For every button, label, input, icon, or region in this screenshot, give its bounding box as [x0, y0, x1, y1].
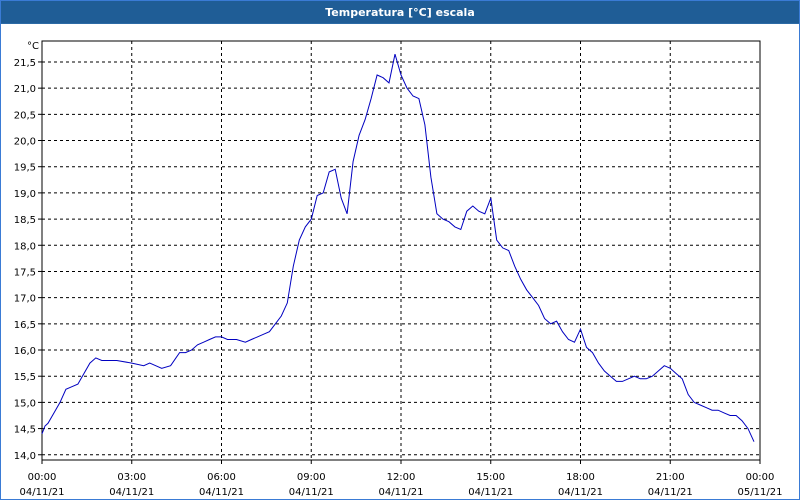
x-tick-time-label: 15:00 [476, 472, 505, 483]
series-layer [41, 53, 755, 442]
x-tick-date-label: 04/11/21 [648, 487, 693, 498]
y-tick-label: 19,0 [14, 189, 36, 200]
y-tick-label: 15,5 [14, 372, 36, 383]
x-tick-time-label: 18:00 [566, 472, 595, 483]
x-tick-time-label: 00:00 [746, 472, 775, 483]
window-title: Temperatura [°C] escala [325, 5, 475, 19]
y-tick-label: 16,5 [14, 320, 36, 331]
y-tick-label: 17,0 [14, 294, 36, 305]
y-tick-label: 14,0 [14, 451, 36, 462]
x-tick-time-label: 00:00 [28, 472, 57, 483]
y-tick-label: 20,0 [14, 137, 36, 148]
plot-area-border [41, 40, 761, 461]
y-tick-label: 18,0 [14, 241, 36, 252]
x-tick-date-label: 04/11/21 [379, 487, 424, 498]
x-tick-time-label: 21:00 [656, 472, 685, 483]
y-tick-label: 21,0 [14, 84, 36, 95]
y-tick-label: 18,5 [14, 215, 36, 226]
y-tick-label: 15,0 [14, 398, 36, 409]
x-tick-date-label: 04/11/21 [199, 487, 244, 498]
y-tick-label: 20,5 [14, 110, 36, 121]
x-tick-date-label: 04/11/21 [289, 487, 334, 498]
x-tick-date-label: 04/11/21 [20, 487, 65, 498]
y-axis-unit-label: °C [27, 41, 39, 52]
x-axis-tick-labels: 00:00 04/11/21 03:00 04/11/21 06:00 04/11/21 0… [20, 472, 783, 498]
grid-lines [38, 41, 761, 464]
x-tick-date-label: 04/11/21 [468, 487, 513, 498]
y-tick-label: 21,5 [14, 58, 36, 69]
x-tick-time-label: 09:00 [297, 472, 326, 483]
x-tick-date-label: 04/11/21 [109, 487, 154, 498]
y-tick-label: 14,5 [14, 425, 36, 436]
y-tick-label: 16,0 [14, 346, 36, 357]
temperature-series-line [41, 53, 755, 442]
title-bar: Temperatura [°C] escala [1, 1, 799, 24]
temperature-chart: 14,0 14,5 15,0 15,5 16,0 16,5 17,0 17,5 18,0 18,5… [14, 40, 783, 498]
x-tick-time-label: 12:00 [387, 472, 416, 483]
x-tick-date-label: 04/11/21 [558, 487, 603, 498]
x-tick-time-label: 03:00 [117, 472, 146, 483]
y-tick-label: 19,5 [14, 163, 36, 174]
x-tick-time-label: 06:00 [207, 472, 236, 483]
y-tick-label: 17,5 [14, 267, 36, 278]
y-axis-tick-labels: 14,0 14,5 15,0 15,5 16,0 16,5 17,0 17,5 18,0 18,5… [14, 58, 36, 462]
x-tick-date-label: 05/11/21 [738, 487, 783, 498]
